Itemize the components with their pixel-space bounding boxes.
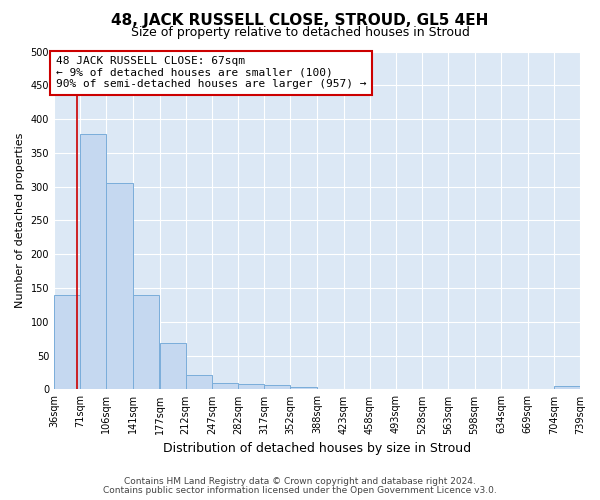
Bar <box>80 134 106 390</box>
Bar <box>54 295 80 390</box>
Bar <box>290 386 317 390</box>
Y-axis label: Number of detached properties: Number of detached properties <box>15 133 25 308</box>
Text: 48, JACK RUSSELL CLOSE, STROUD, GL5 4EH: 48, JACK RUSSELL CLOSE, STROUD, GL5 4EH <box>112 12 488 28</box>
Bar <box>238 384 264 390</box>
Text: Contains public sector information licensed under the Open Government Licence v3: Contains public sector information licen… <box>103 486 497 495</box>
Bar <box>186 374 212 390</box>
Bar <box>317 389 344 390</box>
Text: 48 JACK RUSSELL CLOSE: 67sqm
← 9% of detached houses are smaller (100)
90% of se: 48 JACK RUSSELL CLOSE: 67sqm ← 9% of det… <box>56 56 366 90</box>
Bar <box>212 382 238 390</box>
Text: Contains HM Land Registry data © Crown copyright and database right 2024.: Contains HM Land Registry data © Crown c… <box>124 477 476 486</box>
Bar <box>106 182 133 390</box>
Bar <box>133 295 159 390</box>
X-axis label: Distribution of detached houses by size in Stroud: Distribution of detached houses by size … <box>163 442 471 455</box>
Bar <box>264 386 290 390</box>
Bar <box>160 344 186 390</box>
Text: Size of property relative to detached houses in Stroud: Size of property relative to detached ho… <box>131 26 469 39</box>
Bar <box>554 386 580 390</box>
